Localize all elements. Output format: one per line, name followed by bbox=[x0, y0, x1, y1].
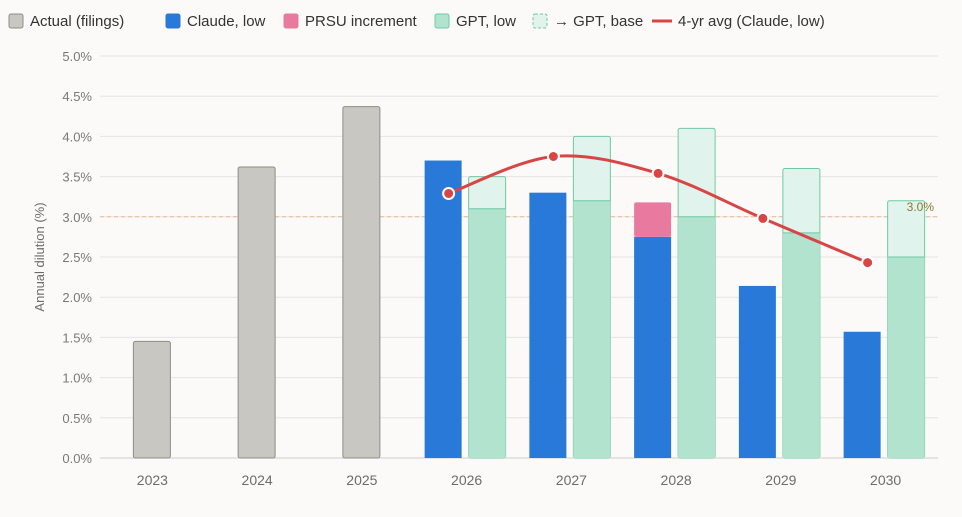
reference-line-label: 3.0% bbox=[907, 200, 935, 214]
y-tick-label: 1.0% bbox=[62, 371, 92, 386]
x-tick-label: 2028 bbox=[661, 472, 692, 488]
gpt-low-bar bbox=[782, 232, 820, 458]
y-tick-label: 0.5% bbox=[62, 411, 92, 426]
legend-label: PRSU increment bbox=[305, 13, 418, 30]
x-tick-label: 2025 bbox=[346, 472, 377, 488]
actual-bar bbox=[342, 106, 381, 459]
x-tick-label: 2030 bbox=[870, 472, 901, 488]
y-tick-label: 3.5% bbox=[62, 170, 92, 185]
legend-label: → GPT, base bbox=[554, 13, 643, 30]
gpt-low-bar bbox=[468, 208, 506, 458]
legend-swatch-claude bbox=[165, 13, 181, 29]
claude-low-bar bbox=[634, 236, 672, 458]
legend-label: 4-yr avg (Claude, low) bbox=[678, 13, 825, 30]
y-tick-label: 1.5% bbox=[62, 330, 92, 345]
legend-label: Claude, low bbox=[187, 13, 266, 30]
avg-point bbox=[442, 186, 456, 200]
avg-point bbox=[651, 166, 665, 180]
actual-bar bbox=[237, 166, 276, 459]
claude-low-bar bbox=[529, 192, 567, 458]
y-tick-label: 4.0% bbox=[62, 129, 92, 144]
legend-swatch-gptbase bbox=[532, 13, 548, 29]
legend-label: GPT, low bbox=[456, 13, 516, 30]
y-tick-label: 4.5% bbox=[62, 89, 92, 104]
y-tick-label: 2.5% bbox=[62, 250, 92, 265]
y-axis-label: Annual dilution (%) bbox=[32, 202, 47, 311]
legend-swatch-gptlow bbox=[434, 13, 450, 29]
gpt-low-bar bbox=[678, 216, 716, 458]
claude-low-bar bbox=[424, 160, 462, 458]
gpt-low-bar bbox=[573, 200, 611, 458]
gpt-low-bar bbox=[887, 257, 925, 458]
x-tick-label: 2024 bbox=[242, 472, 273, 488]
x-tick-label: 2029 bbox=[765, 472, 796, 488]
y-tick-label: 3.0% bbox=[62, 210, 92, 225]
avg-point bbox=[861, 256, 875, 270]
avg-point bbox=[756, 211, 770, 225]
legend-label: Actual (filings) bbox=[30, 13, 124, 30]
y-tick-label: 2.0% bbox=[62, 290, 92, 305]
y-tick-label: 5.0% bbox=[62, 49, 92, 64]
legend-swatch-actual bbox=[8, 13, 24, 29]
x-tick-label: 2026 bbox=[451, 472, 482, 488]
y-tick-label: 0.0% bbox=[62, 451, 92, 466]
claude-low-bar bbox=[738, 285, 776, 458]
x-tick-label: 2023 bbox=[137, 472, 168, 488]
claude-low-bar bbox=[843, 331, 881, 458]
x-tick-label: 2027 bbox=[556, 472, 587, 488]
prsu-increment-bar bbox=[634, 202, 672, 237]
legend-swatch-prsu bbox=[283, 13, 299, 29]
avg-point bbox=[546, 150, 560, 163]
actual-bar bbox=[132, 340, 171, 459]
